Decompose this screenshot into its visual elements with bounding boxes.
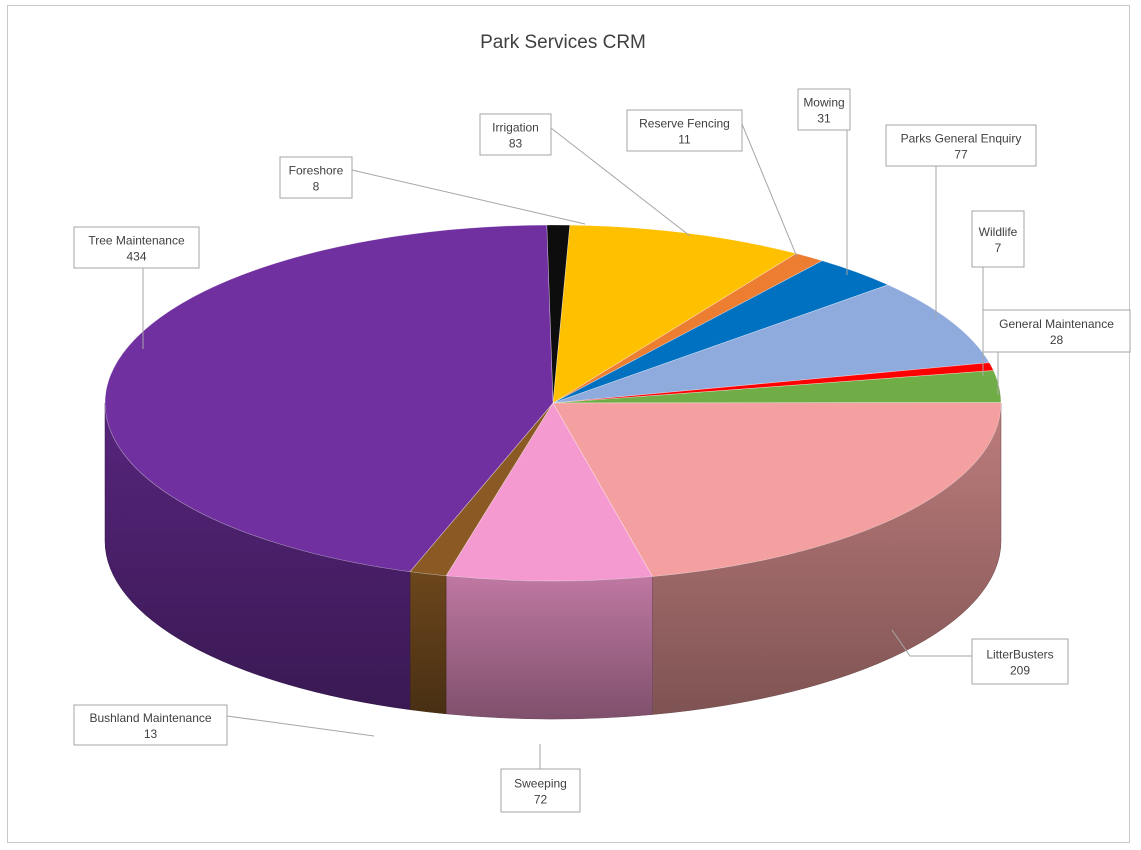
chart-title: Park Services CRM (480, 32, 646, 53)
data-label-wildlife: Wildlife 7 (971, 210, 1025, 268)
data-label-box (479, 113, 552, 156)
slice-name-label: Bushland Maintenance (89, 711, 211, 725)
slice-name-label: Irrigation (492, 121, 539, 135)
data-label-litterbusters: LitterBusters 209 (971, 638, 1069, 685)
slice-sweeping (445, 402, 653, 582)
slice-tree-maintenance (104, 224, 554, 572)
data-label-tree-maintenance: Tree Maintenance 434 (73, 226, 200, 269)
chart-border (7, 5, 1130, 843)
leader-line-bushland-maintenance (226, 715, 375, 737)
slice-name-label: General Maintenance (999, 317, 1114, 331)
slice-value-label: 28 (1050, 333, 1064, 347)
leader-line-litterbusters (891, 629, 972, 657)
slice-value-label: 83 (509, 137, 523, 151)
data-label-mowing: Mowing 31 (797, 88, 851, 131)
slice-name-label: Tree Maintenance (88, 234, 185, 248)
slice-litterbusters (552, 402, 1002, 577)
slice-value-label: 31 (817, 112, 831, 126)
data-label-box (73, 226, 200, 269)
slice-name-label: LitterBusters (986, 648, 1053, 662)
slice-side-sweeping (445, 575, 653, 720)
data-label-box (626, 109, 743, 152)
data-label-box (982, 309, 1131, 353)
slice-name-label: Wildlife (979, 225, 1018, 239)
data-label-parks-general-enquiry: Parks General Enquiry 77 (885, 124, 1037, 167)
leader-line-irrigation (550, 127, 691, 237)
leader-line-foreshore (351, 169, 586, 225)
slice-value-label: 7 (995, 241, 1002, 255)
data-label-bushland-maintenance: Bushland Maintenance 13 (73, 704, 228, 746)
data-label-box (971, 210, 1025, 268)
slice-value-label: 434 (126, 250, 146, 264)
data-label-box (971, 638, 1069, 685)
data-label-box (73, 704, 228, 746)
slice-value-label: 11 (678, 133, 691, 147)
slice-parks-general-enquiry (552, 284, 990, 404)
slice-name-label: Reserve Fencing (639, 117, 730, 131)
slice-irrigation (552, 224, 797, 404)
slice-name-label: Mowing (803, 96, 844, 110)
data-label-reserve-fencing: Reserve Fencing 11 (626, 109, 743, 152)
pie-side-walls (104, 402, 1002, 720)
pie-slices (104, 224, 1002, 582)
slice-name-label: Sweeping (514, 777, 567, 791)
slice-value-label: 13 (144, 727, 158, 741)
data-label-box (500, 768, 581, 813)
data-label-box (279, 156, 353, 199)
data-label-sweeping: Sweeping 72 (500, 768, 581, 813)
slice-name-label: Foreshore (289, 164, 344, 178)
slice-value-label: 209 (1010, 664, 1030, 678)
data-label-general-maintenance: General Maintenance 28 (982, 309, 1131, 353)
slice-value-label: 77 (954, 148, 968, 162)
data-label-box (797, 88, 851, 131)
leader-line-reserve-fencing (741, 123, 798, 258)
data-labels: Foreshore 8 Irrigation 83 Reserve Fencing 11 M… (73, 88, 1131, 813)
data-label-irrigation: Irrigation 83 (479, 113, 552, 156)
data-label-box (885, 124, 1037, 167)
data-label-foreshore: Foreshore 8 (279, 156, 353, 199)
slice-value-label: 8 (313, 180, 320, 194)
slice-value-label: 72 (534, 793, 548, 807)
leader-lines (142, 123, 999, 769)
slice-side-bushland-maintenance (409, 571, 447, 715)
slice-name-label: Parks General Enquiry (901, 132, 1022, 146)
